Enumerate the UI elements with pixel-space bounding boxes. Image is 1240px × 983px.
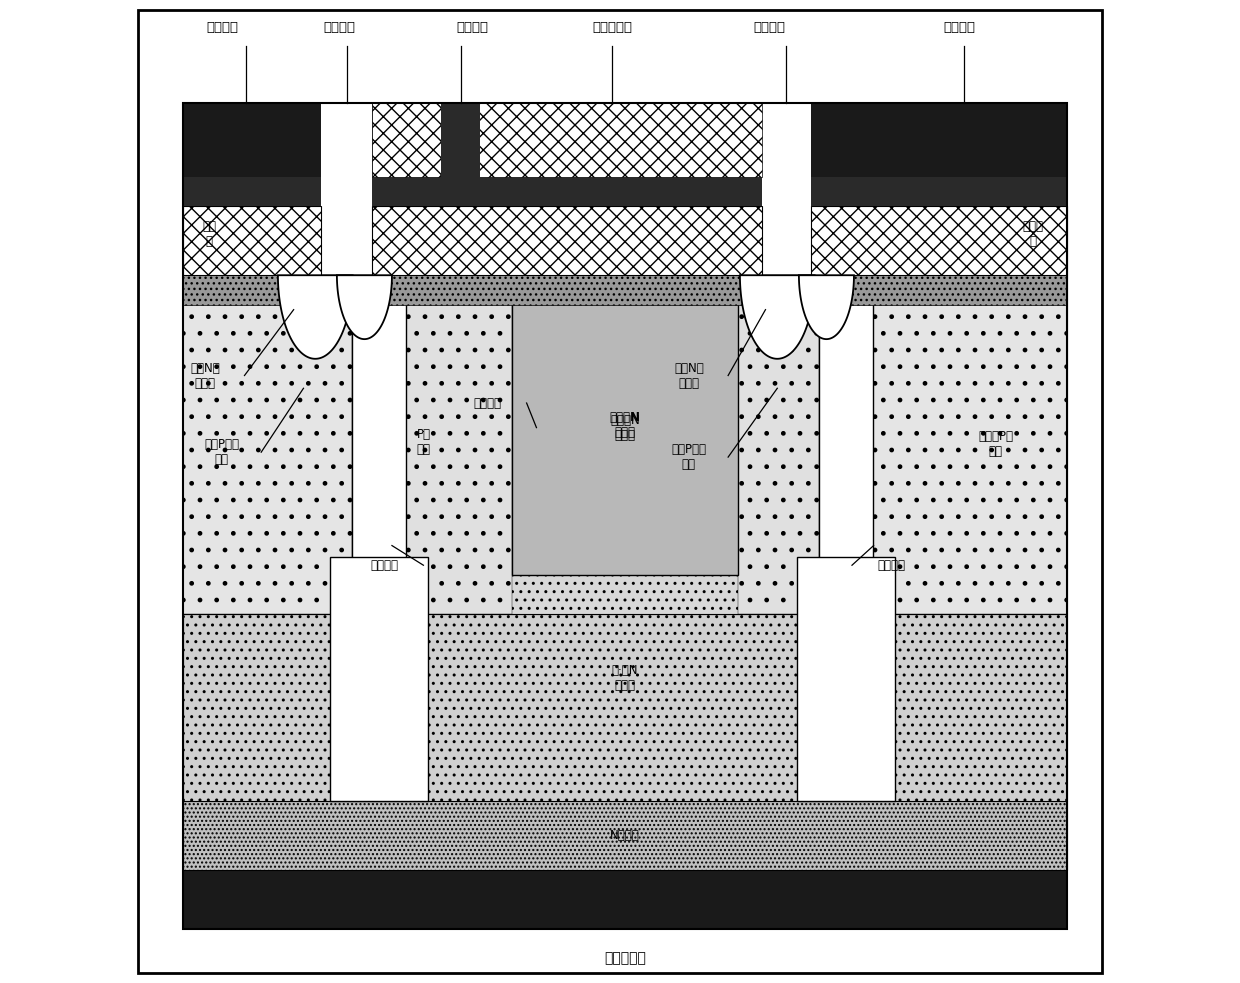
Bar: [945, 103, 983, 206]
Bar: [811, 103, 1068, 177]
Bar: [811, 275, 1068, 305]
Bar: [820, 275, 873, 560]
Text: 第一金属层: 第一金属层: [593, 22, 632, 34]
Bar: [330, 557, 428, 801]
Text: P型
外延: P型 外延: [417, 429, 430, 456]
Text: 第二金属层: 第二金属层: [604, 952, 646, 965]
Text: 第二沟槽: 第二沟槽: [878, 558, 905, 572]
Text: N型村底: N型村底: [610, 829, 640, 842]
Text: 第二层N
型外延: 第二层N 型外延: [609, 411, 640, 439]
Text: 第一P型注
入区: 第一P型注 入区: [671, 443, 707, 471]
Text: 第二开口: 第二开口: [754, 22, 785, 34]
Bar: [441, 103, 480, 206]
Text: 第二层N
型外延: 第二层N 型外延: [610, 414, 640, 441]
Text: 第一通孔: 第一通孔: [456, 22, 489, 34]
Bar: [182, 103, 1068, 929]
Text: 第一沟槽: 第一沟槽: [370, 558, 398, 572]
Text: 小栅
层: 小栅 层: [202, 220, 216, 248]
Polygon shape: [278, 275, 352, 359]
Bar: [512, 275, 738, 575]
Bar: [182, 103, 1068, 177]
Bar: [738, 275, 820, 614]
Bar: [811, 206, 1068, 275]
Polygon shape: [799, 275, 854, 339]
Bar: [182, 177, 1068, 206]
Bar: [182, 870, 1068, 929]
Polygon shape: [740, 275, 815, 359]
Bar: [372, 206, 761, 275]
Text: 氧化硅层: 氧化硅层: [206, 22, 238, 34]
Bar: [182, 614, 1068, 801]
Text: 第一开口: 第一开口: [324, 22, 356, 34]
Text: 第一N型
注入区: 第一N型 注入区: [190, 362, 219, 389]
Text: 栅绝缘
层: 栅绝缘 层: [1022, 220, 1043, 248]
Text: 第·层N
型外延: 第·层N 型外延: [611, 665, 639, 692]
Bar: [182, 275, 321, 305]
Bar: [321, 103, 372, 177]
Text: 第二层P型
外延: 第二层P型 外延: [978, 431, 1013, 458]
Bar: [761, 177, 811, 206]
Text: 第二N型
注入区: 第二N型 注入区: [673, 362, 703, 389]
Bar: [182, 275, 1068, 614]
Bar: [407, 275, 512, 614]
Bar: [372, 275, 761, 305]
Bar: [873, 275, 1068, 614]
Bar: [352, 275, 407, 560]
Bar: [761, 103, 811, 177]
Bar: [182, 275, 352, 614]
Bar: [182, 206, 321, 275]
Text: 第一P型注
入区: 第一P型注 入区: [205, 438, 239, 466]
Bar: [182, 801, 1068, 870]
Bar: [797, 557, 895, 801]
Text: 第三沟槽: 第三沟槽: [474, 396, 501, 410]
Text: 第二通孔: 第二通孔: [944, 22, 975, 34]
Bar: [372, 103, 761, 177]
Polygon shape: [337, 275, 392, 339]
Bar: [182, 103, 321, 177]
Bar: [321, 177, 372, 206]
